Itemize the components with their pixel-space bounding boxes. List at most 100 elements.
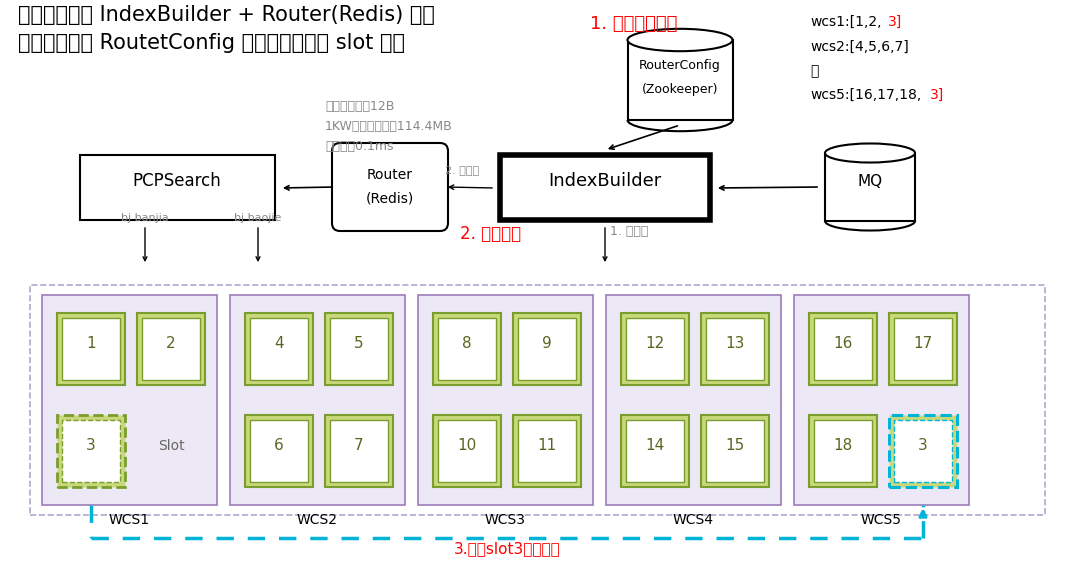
Text: WCS3: WCS3 — [485, 513, 526, 527]
Text: 6: 6 — [274, 438, 284, 454]
Bar — [606, 295, 781, 505]
Bar — [325, 415, 393, 487]
Text: 扩容只需修改 RoutetConfig ，再触发待迁移 slot 重建: 扩容只需修改 RoutetConfig ，再触发待迁移 slot 重建 — [18, 33, 405, 53]
Text: 12: 12 — [646, 336, 664, 352]
Text: 13: 13 — [726, 336, 745, 352]
Bar — [894, 318, 951, 380]
Bar — [433, 415, 501, 487]
Bar — [701, 313, 769, 385]
Bar — [794, 295, 969, 505]
Text: PCPSearch: PCPSearch — [133, 172, 221, 190]
Bar — [438, 420, 496, 482]
Ellipse shape — [627, 29, 732, 51]
Bar — [626, 420, 684, 482]
Text: 3: 3 — [86, 438, 96, 454]
Bar — [137, 313, 205, 385]
Bar — [42, 295, 217, 505]
Text: 16: 16 — [834, 336, 853, 352]
Bar — [894, 420, 951, 482]
Text: 1KW数据路由占用114.4MB: 1KW数据路由占用114.4MB — [325, 120, 453, 133]
Text: 2. 增量生效: 2. 增量生效 — [460, 225, 522, 243]
Text: 14: 14 — [646, 438, 664, 454]
Bar — [30, 285, 1045, 515]
Text: MQ: MQ — [858, 174, 882, 189]
Text: 搽: 搽 — [810, 64, 819, 78]
Text: bj banjia: bj banjia — [121, 213, 168, 223]
Text: 3]: 3] — [930, 88, 944, 102]
Bar — [825, 153, 915, 221]
Text: (Zookeeper): (Zookeeper) — [642, 83, 718, 96]
Bar — [230, 295, 405, 505]
Bar — [701, 415, 769, 487]
Bar — [62, 318, 120, 380]
Bar — [500, 155, 710, 220]
Text: 3: 3 — [918, 438, 928, 454]
Bar — [249, 318, 308, 380]
Text: IndexBuilder: IndexBuilder — [549, 172, 662, 190]
FancyBboxPatch shape — [332, 143, 448, 231]
Text: Router: Router — [367, 168, 413, 182]
Bar — [626, 318, 684, 380]
Text: 9: 9 — [542, 336, 552, 352]
Text: 15: 15 — [726, 438, 744, 454]
Bar — [518, 420, 576, 482]
Text: 3]: 3] — [888, 15, 902, 29]
Text: 性能损耗0.1ms: 性能损耗0.1ms — [325, 140, 393, 153]
Bar — [814, 420, 872, 482]
Bar — [245, 313, 313, 385]
Text: 3.重建slot3历史数据: 3.重建slot3历史数据 — [454, 541, 561, 556]
Bar — [80, 155, 275, 220]
Bar — [62, 420, 120, 482]
Bar — [706, 318, 764, 380]
Text: Slot: Slot — [158, 439, 185, 453]
Bar — [330, 318, 388, 380]
Bar — [809, 313, 877, 385]
Bar — [325, 313, 393, 385]
Bar — [245, 415, 313, 487]
Text: bj baojie: bj baojie — [234, 213, 282, 223]
Text: 11: 11 — [538, 438, 556, 454]
Bar — [249, 420, 308, 482]
Text: 7: 7 — [354, 438, 364, 454]
Bar — [513, 415, 581, 487]
Text: WCS5: WCS5 — [861, 513, 902, 527]
Bar — [418, 295, 593, 505]
Text: wcs5:[16,17,18,: wcs5:[16,17,18, — [810, 88, 921, 102]
Text: 1. 修改路由配置: 1. 修改路由配置 — [590, 15, 677, 33]
Bar — [433, 313, 501, 385]
Text: 单个路由占用12B: 单个路由占用12B — [325, 100, 394, 113]
Bar — [57, 313, 125, 385]
Bar — [889, 313, 957, 385]
Bar — [438, 318, 496, 380]
Text: 17: 17 — [914, 336, 933, 352]
Bar — [513, 313, 581, 385]
Text: 10: 10 — [457, 438, 476, 454]
Text: 4: 4 — [274, 336, 284, 352]
Text: 2. 写路由: 2. 写路由 — [445, 165, 480, 175]
Bar — [621, 313, 689, 385]
Text: WCS2: WCS2 — [297, 513, 337, 527]
Text: RouterConfig: RouterConfig — [639, 59, 720, 72]
Text: 5: 5 — [354, 336, 364, 352]
Bar — [809, 415, 877, 487]
Bar — [330, 420, 388, 482]
Bar — [57, 415, 125, 487]
Bar — [889, 415, 957, 487]
Text: WCS1: WCS1 — [108, 513, 149, 527]
Text: 路由策略仅由 IndexBuilder + Router(Redis) 控制: 路由策略仅由 IndexBuilder + Router(Redis) 控制 — [18, 5, 435, 25]
Bar — [814, 318, 872, 380]
Text: wcs1:[1,2,: wcs1:[1,2, — [810, 15, 881, 29]
Text: 1. 写索引: 1. 写索引 — [610, 225, 648, 238]
Text: 1: 1 — [86, 336, 96, 352]
Text: 18: 18 — [834, 438, 852, 454]
Bar — [141, 318, 200, 380]
Text: (Redis): (Redis) — [366, 192, 414, 206]
Bar — [621, 415, 689, 487]
Bar — [706, 420, 764, 482]
Bar — [518, 318, 576, 380]
Text: WCS4: WCS4 — [673, 513, 714, 527]
Text: 2: 2 — [166, 336, 176, 352]
Text: wcs2:[4,5,6,7]: wcs2:[4,5,6,7] — [810, 40, 908, 54]
Text: 8: 8 — [462, 336, 472, 352]
Ellipse shape — [825, 144, 915, 162]
